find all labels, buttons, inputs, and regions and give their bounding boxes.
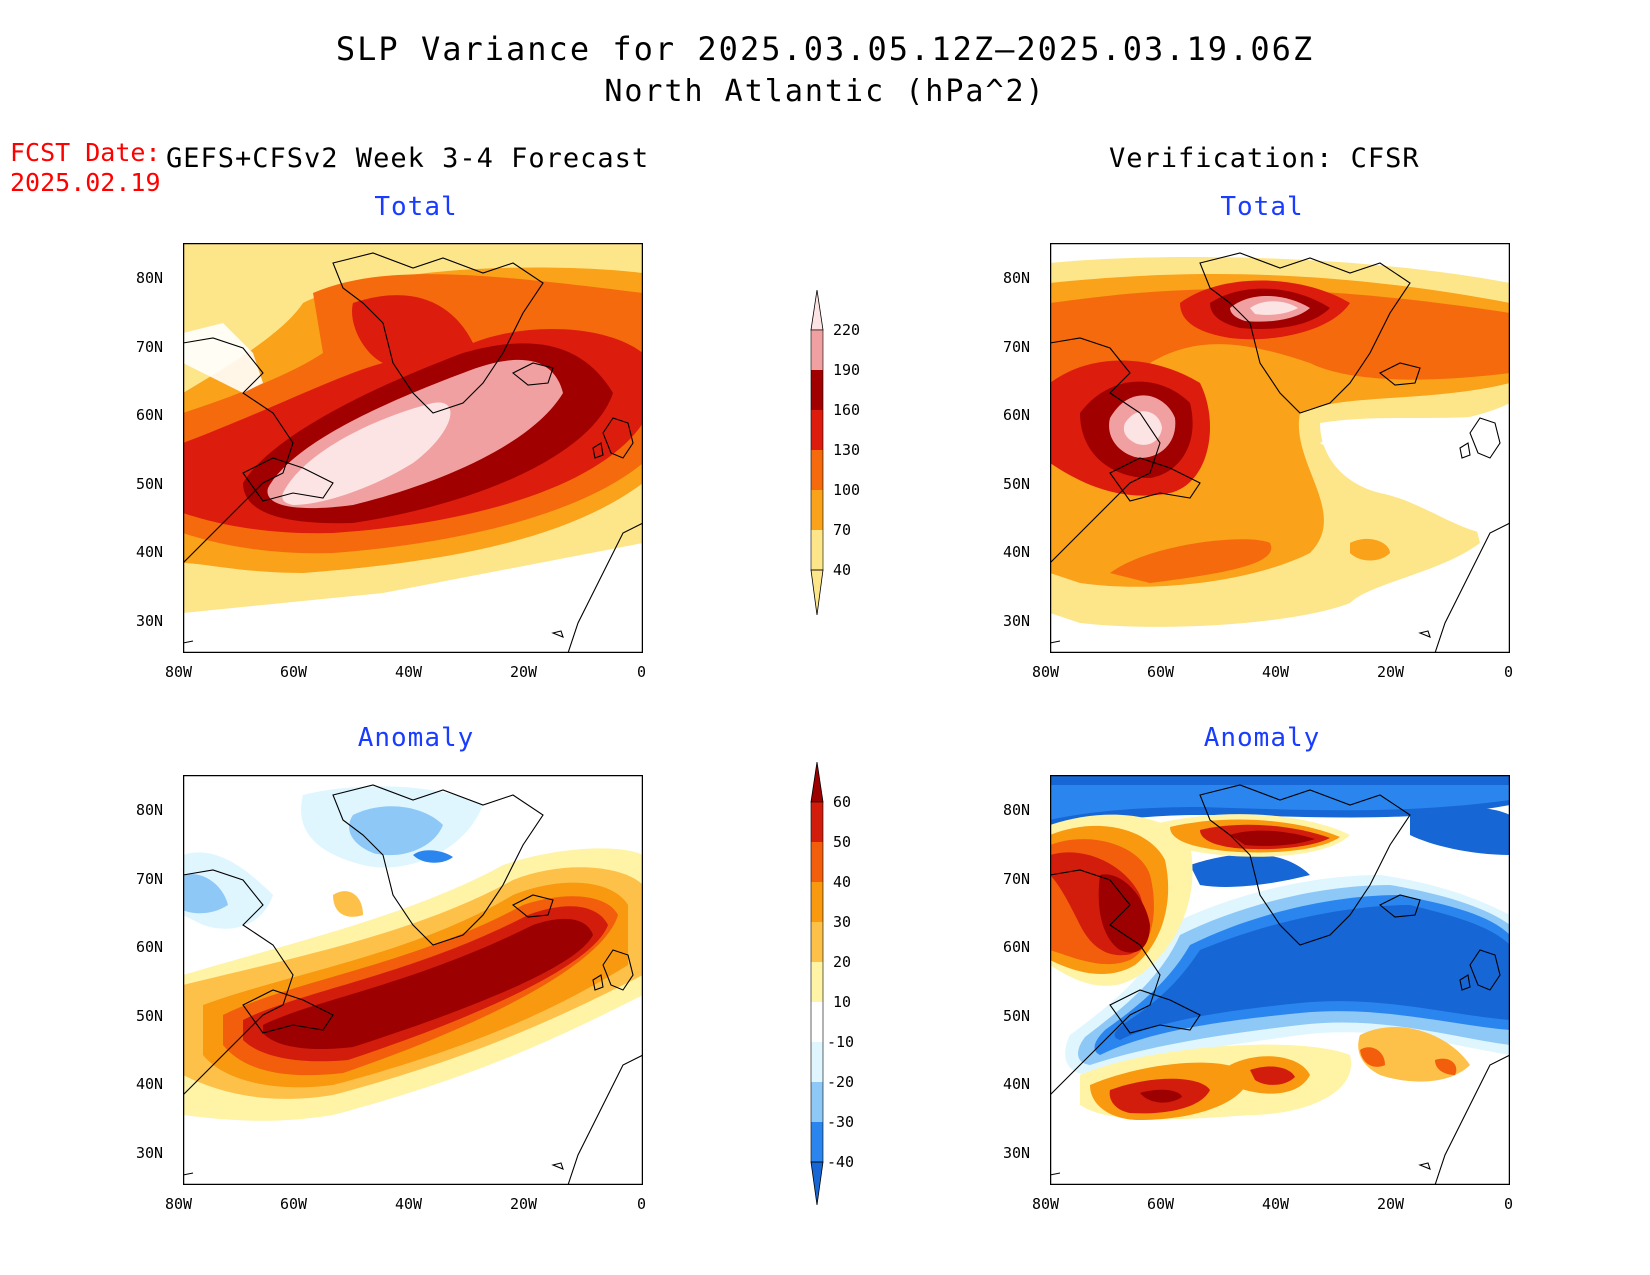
lat-tick: 80N	[1003, 269, 1031, 287]
colorbar-anomaly-label: -40	[827, 1153, 855, 1171]
lat-tick: 70N	[136, 338, 164, 356]
lon-tick: 80W	[1032, 1195, 1060, 1213]
colorbar-total	[810, 285, 824, 624]
panel-title-forecast-anomaly: Anomaly	[357, 723, 475, 753]
lat-tick: 30N	[136, 1144, 164, 1162]
forecast-header: GEFS+CFSv2 Week 3-4 Forecast	[166, 143, 650, 174]
lon-tick: 40W	[1262, 1195, 1290, 1213]
lon-tick: 60W	[280, 1195, 308, 1213]
colorbar-total-label: 190	[833, 361, 861, 379]
lat-tick: 40N	[1003, 543, 1031, 561]
lat-tick: 30N	[1003, 1144, 1031, 1162]
colorbar-total-label: 130	[833, 441, 861, 459]
lon-tick: 80W	[165, 1195, 193, 1213]
lon-tick: 0	[1504, 1195, 1514, 1213]
lat-tick: 70N	[1003, 870, 1031, 888]
colorbar-anomaly-label: -30	[827, 1113, 855, 1131]
lat-tick: 50N	[1003, 475, 1031, 493]
lon-tick: 60W	[1147, 663, 1175, 681]
lat-tick: 40N	[1003, 1075, 1031, 1093]
verification-header: Verification: CFSR	[1109, 143, 1420, 174]
lon-tick: 40W	[395, 1195, 423, 1213]
lat-tick: 30N	[1003, 612, 1031, 630]
colorbar-total-label: 100	[833, 481, 861, 499]
lat-tick: 80N	[136, 269, 164, 287]
lat-tick: 50N	[1003, 1007, 1031, 1025]
lat-tick: 40N	[136, 543, 164, 561]
lat-tick: 40N	[136, 1075, 164, 1093]
lat-tick: 70N	[1003, 338, 1031, 356]
lon-tick: 20W	[1377, 663, 1405, 681]
lon-tick: 80W	[1032, 663, 1060, 681]
panel-title-forecast-total: Total	[374, 192, 458, 222]
panel-title-verification-total: Total	[1220, 192, 1304, 222]
lon-tick: 40W	[395, 663, 423, 681]
lat-tick: 50N	[136, 475, 164, 493]
fcst-date-label: FCST Date:	[10, 138, 161, 167]
lon-tick: 40W	[1262, 663, 1290, 681]
lon-tick: 80W	[165, 663, 193, 681]
lon-tick: 60W	[280, 663, 308, 681]
lon-tick: 0	[637, 663, 647, 681]
lon-tick: 0	[1504, 663, 1514, 681]
lat-tick: 80N	[136, 801, 164, 819]
map-panel-forecast-anomaly	[183, 775, 643, 1185]
colorbar-anomaly-label: 50	[833, 833, 852, 851]
colorbar-anomaly-label: 30	[833, 913, 852, 931]
lon-tick: 20W	[1377, 1195, 1405, 1213]
lat-tick: 60N	[136, 406, 164, 424]
lon-tick: 20W	[510, 663, 538, 681]
colorbar-anomaly-label: 20	[833, 953, 852, 971]
lon-tick: 0	[637, 1195, 647, 1213]
colorbar-anomaly-label: 60	[833, 793, 852, 811]
colorbar-anomaly-label: -10	[827, 1033, 855, 1051]
lon-tick: 60W	[1147, 1195, 1175, 1213]
colorbar-anomaly-label: -20	[827, 1073, 855, 1091]
colorbar-total-label: 70	[833, 521, 852, 539]
lat-tick: 60N	[1003, 406, 1031, 424]
colorbar-anomaly	[810, 760, 824, 1214]
main-subtitle: North Atlantic (hPa^2)	[604, 74, 1046, 109]
map-panel-verification-total	[1050, 243, 1510, 653]
lat-tick: 30N	[136, 612, 164, 630]
colorbar-anomaly-label: 40	[833, 873, 852, 891]
map-panel-verification-anomaly	[1050, 775, 1510, 1185]
colorbar-total-label: 220	[833, 321, 861, 339]
lat-tick: 70N	[136, 870, 164, 888]
lon-tick: 20W	[510, 1195, 538, 1213]
lat-tick: 60N	[1003, 938, 1031, 956]
colorbar-total-label: 40	[833, 561, 852, 579]
colorbar-anomaly-label: 10	[833, 993, 852, 1011]
lat-tick: 60N	[136, 938, 164, 956]
lat-tick: 50N	[136, 1007, 164, 1025]
lat-tick: 80N	[1003, 801, 1031, 819]
fcst-date-value: 2025.02.19	[10, 168, 161, 197]
map-panel-forecast-total	[183, 243, 643, 653]
panel-title-verification-anomaly: Anomaly	[1203, 723, 1321, 753]
main-title: SLP Variance for 2025.03.05.12Z–2025.03.…	[335, 30, 1315, 68]
colorbar-total-label: 160	[833, 401, 861, 419]
